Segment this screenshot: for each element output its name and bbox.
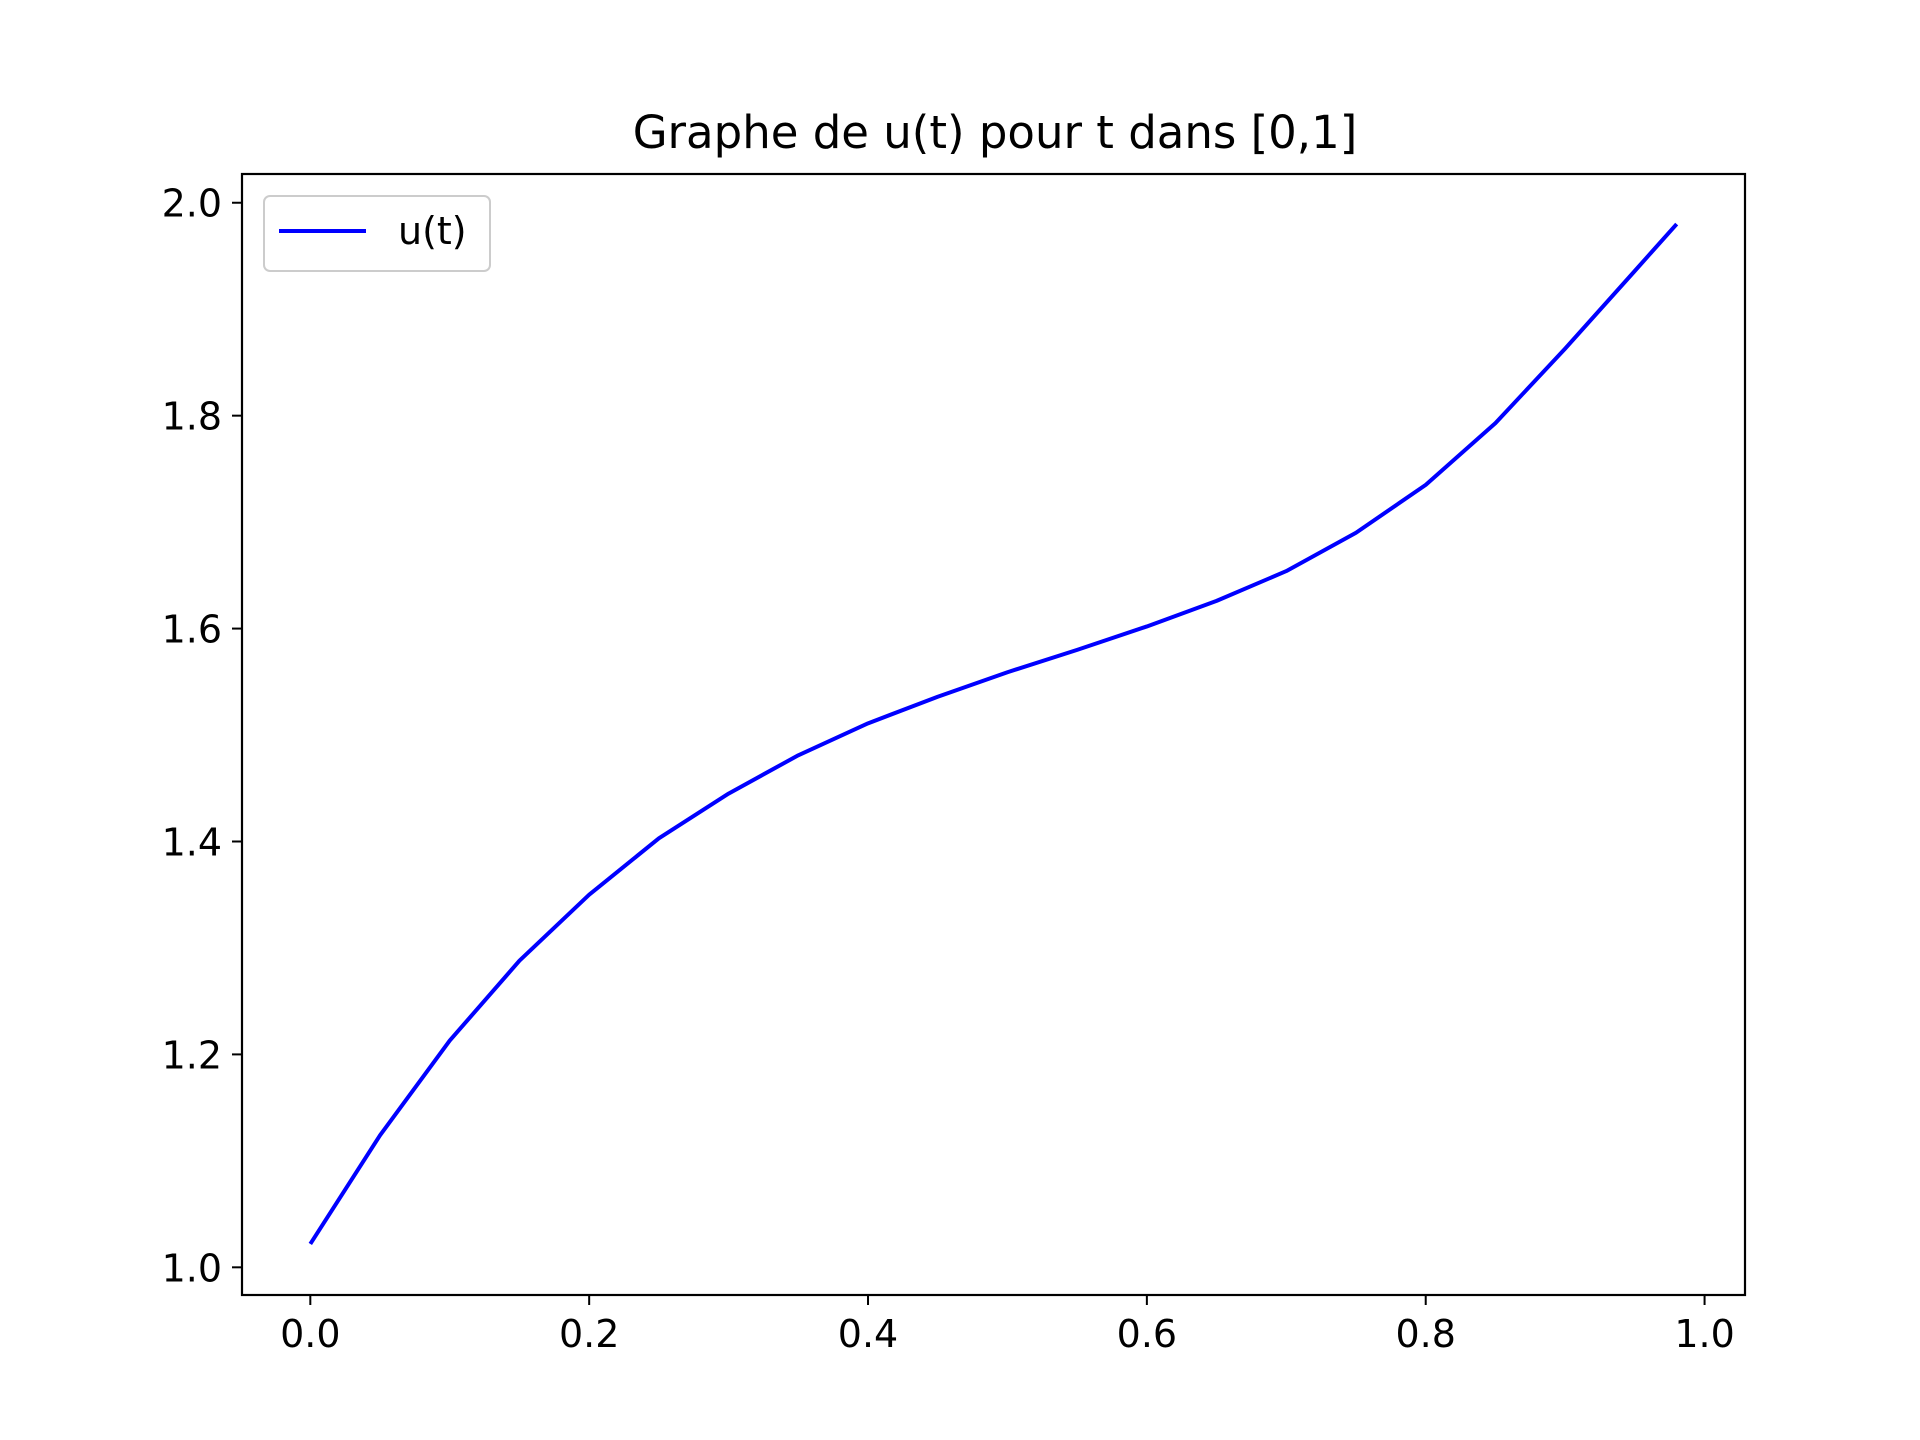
y-axis: 1.0 1.2 1.4 1.6 1.8 2.0 — [162, 182, 242, 1290]
legend-label-u-t: u(t) — [398, 209, 467, 253]
legend: u(t) — [263, 195, 491, 272]
x-tick-label: 0.0 — [280, 1312, 340, 1356]
x-tick-label: 0.6 — [1117, 1312, 1177, 1356]
axes-frame — [240, 172, 1747, 1297]
y-tick-label: 2.0 — [162, 182, 222, 226]
x-tick-label: 1.0 — [1674, 1312, 1734, 1356]
x-axis: 0.0 0.2 0.4 0.6 0.8 1.0 — [280, 1295, 1735, 1356]
legend-box — [263, 195, 491, 272]
y-tick-label: 1.6 — [162, 608, 222, 652]
y-tick-label: 1.8 — [162, 395, 222, 439]
series-line-0 — [308, 222, 1679, 1245]
x-tick-label: 0.2 — [559, 1312, 619, 1356]
y-tick-label: 1.2 — [162, 1033, 222, 1077]
x-tick-label: 0.8 — [1395, 1312, 1455, 1356]
y-tick-label: 1.4 — [162, 820, 222, 864]
x-tick-label: 0.4 — [838, 1312, 898, 1356]
y-tick-label: 1.0 — [162, 1246, 222, 1290]
chart-title: Graphe de u(t) pour t dans [0,1] — [633, 106, 1358, 159]
plot-area — [308, 222, 1679, 1245]
